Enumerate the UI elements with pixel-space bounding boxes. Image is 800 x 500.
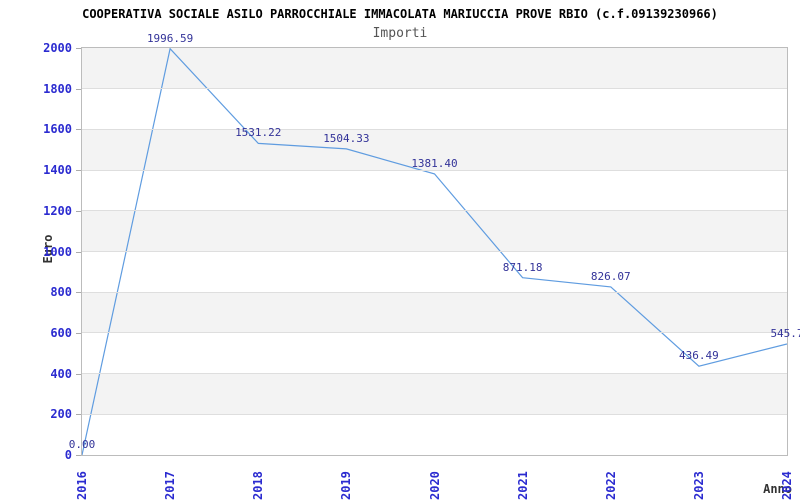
x-tick-label: 2023 — [691, 471, 706, 500]
x-tick-label: 2018 — [251, 471, 266, 500]
chart-title: COOPERATIVA SOCIALE ASILO PARROCCHIALE I… — [82, 7, 718, 21]
x-tick-label: 2020 — [427, 471, 442, 500]
line-series — [82, 48, 787, 455]
y-tick-mark — [76, 210, 81, 212]
data-point-label: 545.7 — [770, 326, 800, 340]
y-tick-mark — [76, 129, 81, 131]
gridline — [82, 291, 787, 293]
y-tick-label: 1000 — [43, 244, 72, 259]
y-tick-label: 1600 — [43, 122, 72, 137]
x-tick-label: 2024 — [780, 471, 794, 500]
gridline — [82, 413, 787, 415]
x-tick-label: 2022 — [603, 471, 618, 500]
gridline — [82, 169, 787, 171]
data-point-label: 826.07 — [590, 269, 631, 283]
y-tick-mark — [76, 455, 81, 456]
data-point-label: 1381.40 — [411, 156, 458, 170]
gridline — [82, 251, 787, 252]
gridline — [82, 373, 787, 375]
data-point-label: 0.00 — [68, 438, 96, 451]
y-tick-mark — [76, 251, 81, 253]
y-tick-mark — [76, 170, 81, 172]
x-axis-title: Anno — [763, 482, 792, 496]
x-tick-label: 2016 — [75, 471, 89, 500]
y-tick-label: 600 — [50, 325, 72, 340]
gridline — [82, 332, 787, 334]
y-tick-mark — [76, 48, 81, 49]
x-tick-label: 2021 — [515, 471, 530, 500]
y-tick-label: 1800 — [43, 81, 72, 96]
data-point-label: 1996.59 — [146, 31, 194, 45]
gridline — [82, 88, 787, 90]
data-point-label: 1531.22 — [235, 126, 282, 140]
gridline — [82, 128, 787, 130]
y-tick-label: 1200 — [43, 203, 72, 218]
y-tick-mark — [76, 332, 81, 334]
y-tick-mark — [76, 88, 81, 90]
y-tick-mark — [76, 414, 81, 416]
data-point-label: 1504.33 — [323, 131, 370, 145]
plot-area — [81, 47, 788, 456]
chart-subtitle: Importi — [372, 26, 428, 41]
data-point-label: 871.18 — [502, 260, 543, 274]
y-tick-label: 800 — [50, 285, 72, 300]
y-tick-label: 0 — [64, 448, 72, 462]
y-tick-mark — [76, 292, 81, 294]
data-point-label: 436.49 — [679, 349, 719, 363]
y-tick-mark — [76, 373, 81, 375]
y-tick-label: 400 — [50, 366, 72, 381]
y-tick-label: 1400 — [43, 163, 72, 178]
y-tick-label: 2000 — [43, 41, 72, 55]
x-tick-label: 2019 — [339, 471, 354, 500]
y-tick-label: 200 — [50, 407, 72, 422]
gridline — [82, 210, 787, 212]
x-tick-label: 2017 — [163, 471, 178, 500]
line-chart-svg — [82, 48, 787, 455]
